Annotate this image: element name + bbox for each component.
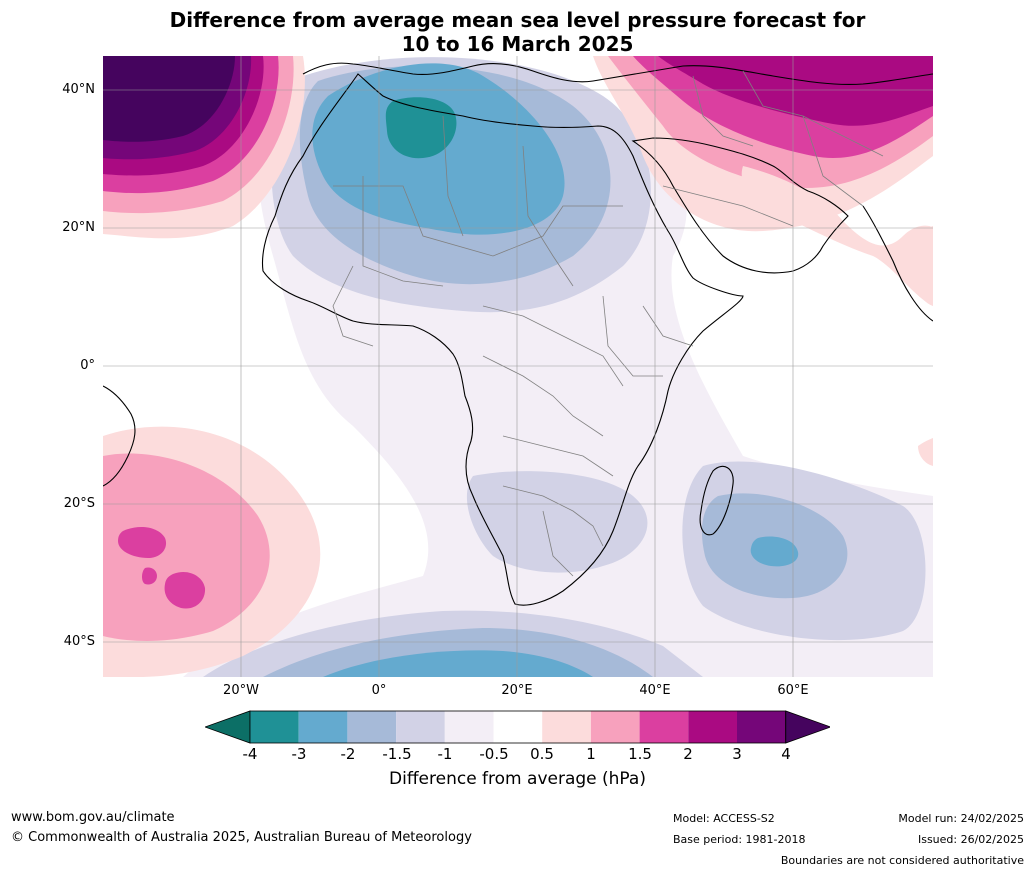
border-segment <box>362 176 444 287</box>
colorbar-swatch <box>639 711 689 743</box>
colorbar-outline <box>249 710 787 744</box>
border-segment <box>692 75 754 147</box>
anomaly-region-atlantic-plus4 <box>103 56 235 142</box>
map-title: Difference from average mean sea level p… <box>0 8 1035 56</box>
border-segment <box>802 115 864 207</box>
model-name: Model: ACCESS-S2 <box>673 812 775 825</box>
colorbar-tick: -1.5 <box>382 745 412 763</box>
country-borders <box>332 70 884 577</box>
anomaly-region-india-plus0-5 <box>903 226 933 306</box>
title-line-1: Difference from average mean sea level p… <box>169 8 866 32</box>
colorbar-swatch-below-min <box>205 710 251 744</box>
border-segment <box>662 185 794 227</box>
colorbar-swatch <box>250 711 299 743</box>
lat-label-40n: 40°N <box>62 82 95 97</box>
colorbar-swatch <box>493 711 543 743</box>
coastline-europe <box>302 62 933 85</box>
colorbar-swatch <box>688 711 737 743</box>
map-canvas <box>103 56 933 677</box>
coastline-africa <box>261 73 744 606</box>
border-segment <box>442 115 464 237</box>
lon-label-40e: 40°E <box>639 683 671 698</box>
boundaries-disclaimer: Boundaries are not considered authoritat… <box>780 854 1024 867</box>
coastline-madagascar <box>699 465 734 536</box>
border-segment <box>333 185 623 257</box>
base-period: Base period: 1981-2018 <box>673 833 806 846</box>
anomaly-region-arabian-sea-plus0-5 <box>741 166 933 306</box>
anomaly-region-madagascar-minus2 <box>750 536 799 567</box>
border-segment <box>482 355 604 437</box>
colorbar-swatch <box>298 711 348 743</box>
coastline-india <box>862 205 933 322</box>
title-line-2: 10 to 16 March 2025 <box>401 32 634 56</box>
border-segment <box>542 510 574 577</box>
lon-label-20w: 20°W <box>223 683 259 698</box>
copyright-text: © Commonwealth of Australia 2025, Austra… <box>11 830 472 845</box>
anomaly-region-southern-ocean-minus2 <box>323 650 593 677</box>
lat-label-20s: 20°S <box>63 496 95 511</box>
colorbar-tick: -2 <box>340 745 356 763</box>
border-segment <box>602 295 663 377</box>
colorbar-tick: 1.5 <box>628 745 652 763</box>
colorbar-tick: 0.5 <box>530 745 554 763</box>
colorbar-tick: -3 <box>291 745 307 763</box>
issued-date: Issued: 26/02/2025 <box>917 833 1024 846</box>
colorbar-swatch <box>444 711 494 743</box>
coastlines <box>103 62 933 606</box>
website-link[interactable]: www.bom.gov.au/climate <box>11 810 175 825</box>
lon-label-0: 0° <box>371 683 387 698</box>
colorbar-swatch <box>347 711 397 743</box>
border-segment <box>642 305 694 347</box>
anomaly-region-south-africa-minus1 <box>466 471 648 573</box>
lat-label-0: 0° <box>80 358 95 373</box>
colorbar-tick: -0.5 <box>479 745 509 763</box>
lon-label-60e: 60°E <box>777 683 809 698</box>
border-segment <box>502 435 614 477</box>
colorbar-tick: 4 <box>781 745 791 763</box>
pressure-anomaly-map <box>103 56 933 677</box>
coastline-arabia <box>631 137 849 274</box>
colorbar-tick: 1 <box>586 745 596 763</box>
colorbar-swatch <box>396 711 445 743</box>
colorbar-tick: 2 <box>683 745 693 763</box>
colorbar-tick: 3 <box>732 745 742 763</box>
anomaly-region-south-atlantic-plus1-5-b <box>164 571 206 609</box>
colorbar-tick: -4 <box>242 745 258 763</box>
anomaly-region-south-atlantic-plus1-5-c <box>142 567 157 585</box>
colorbar-swatch <box>737 711 786 743</box>
model-run-date: Model run: 24/02/2025 <box>898 812 1024 825</box>
coastline-south-america <box>103 385 136 487</box>
graticule <box>103 56 933 677</box>
colorbar-swatch <box>542 711 591 743</box>
anomaly-region-eurasia-plus2 <box>658 56 933 126</box>
border-segment <box>332 265 374 347</box>
lat-label-20n: 20°N <box>62 220 95 235</box>
anomaly-region-indian-ocean-east-plus0-5 <box>918 438 933 466</box>
colorbar-swatch <box>590 711 640 743</box>
colorbar-tick: -1 <box>437 745 453 763</box>
anomaly-region-south-atlantic-plus1-5-a <box>118 526 167 558</box>
colorbar-label: Difference from average (hPa) <box>389 769 646 789</box>
anomaly-region-south-atlantic-plus1 <box>103 453 270 641</box>
anomaly-region-sahara-minus3 <box>385 97 457 159</box>
border-segment <box>522 145 574 287</box>
border-segment <box>502 485 604 547</box>
colorbar <box>205 710 830 744</box>
lon-label-20e: 20°E <box>501 683 533 698</box>
lat-label-40s: 40°S <box>63 634 95 649</box>
colorbar-swatch-above-max <box>785 710 830 744</box>
